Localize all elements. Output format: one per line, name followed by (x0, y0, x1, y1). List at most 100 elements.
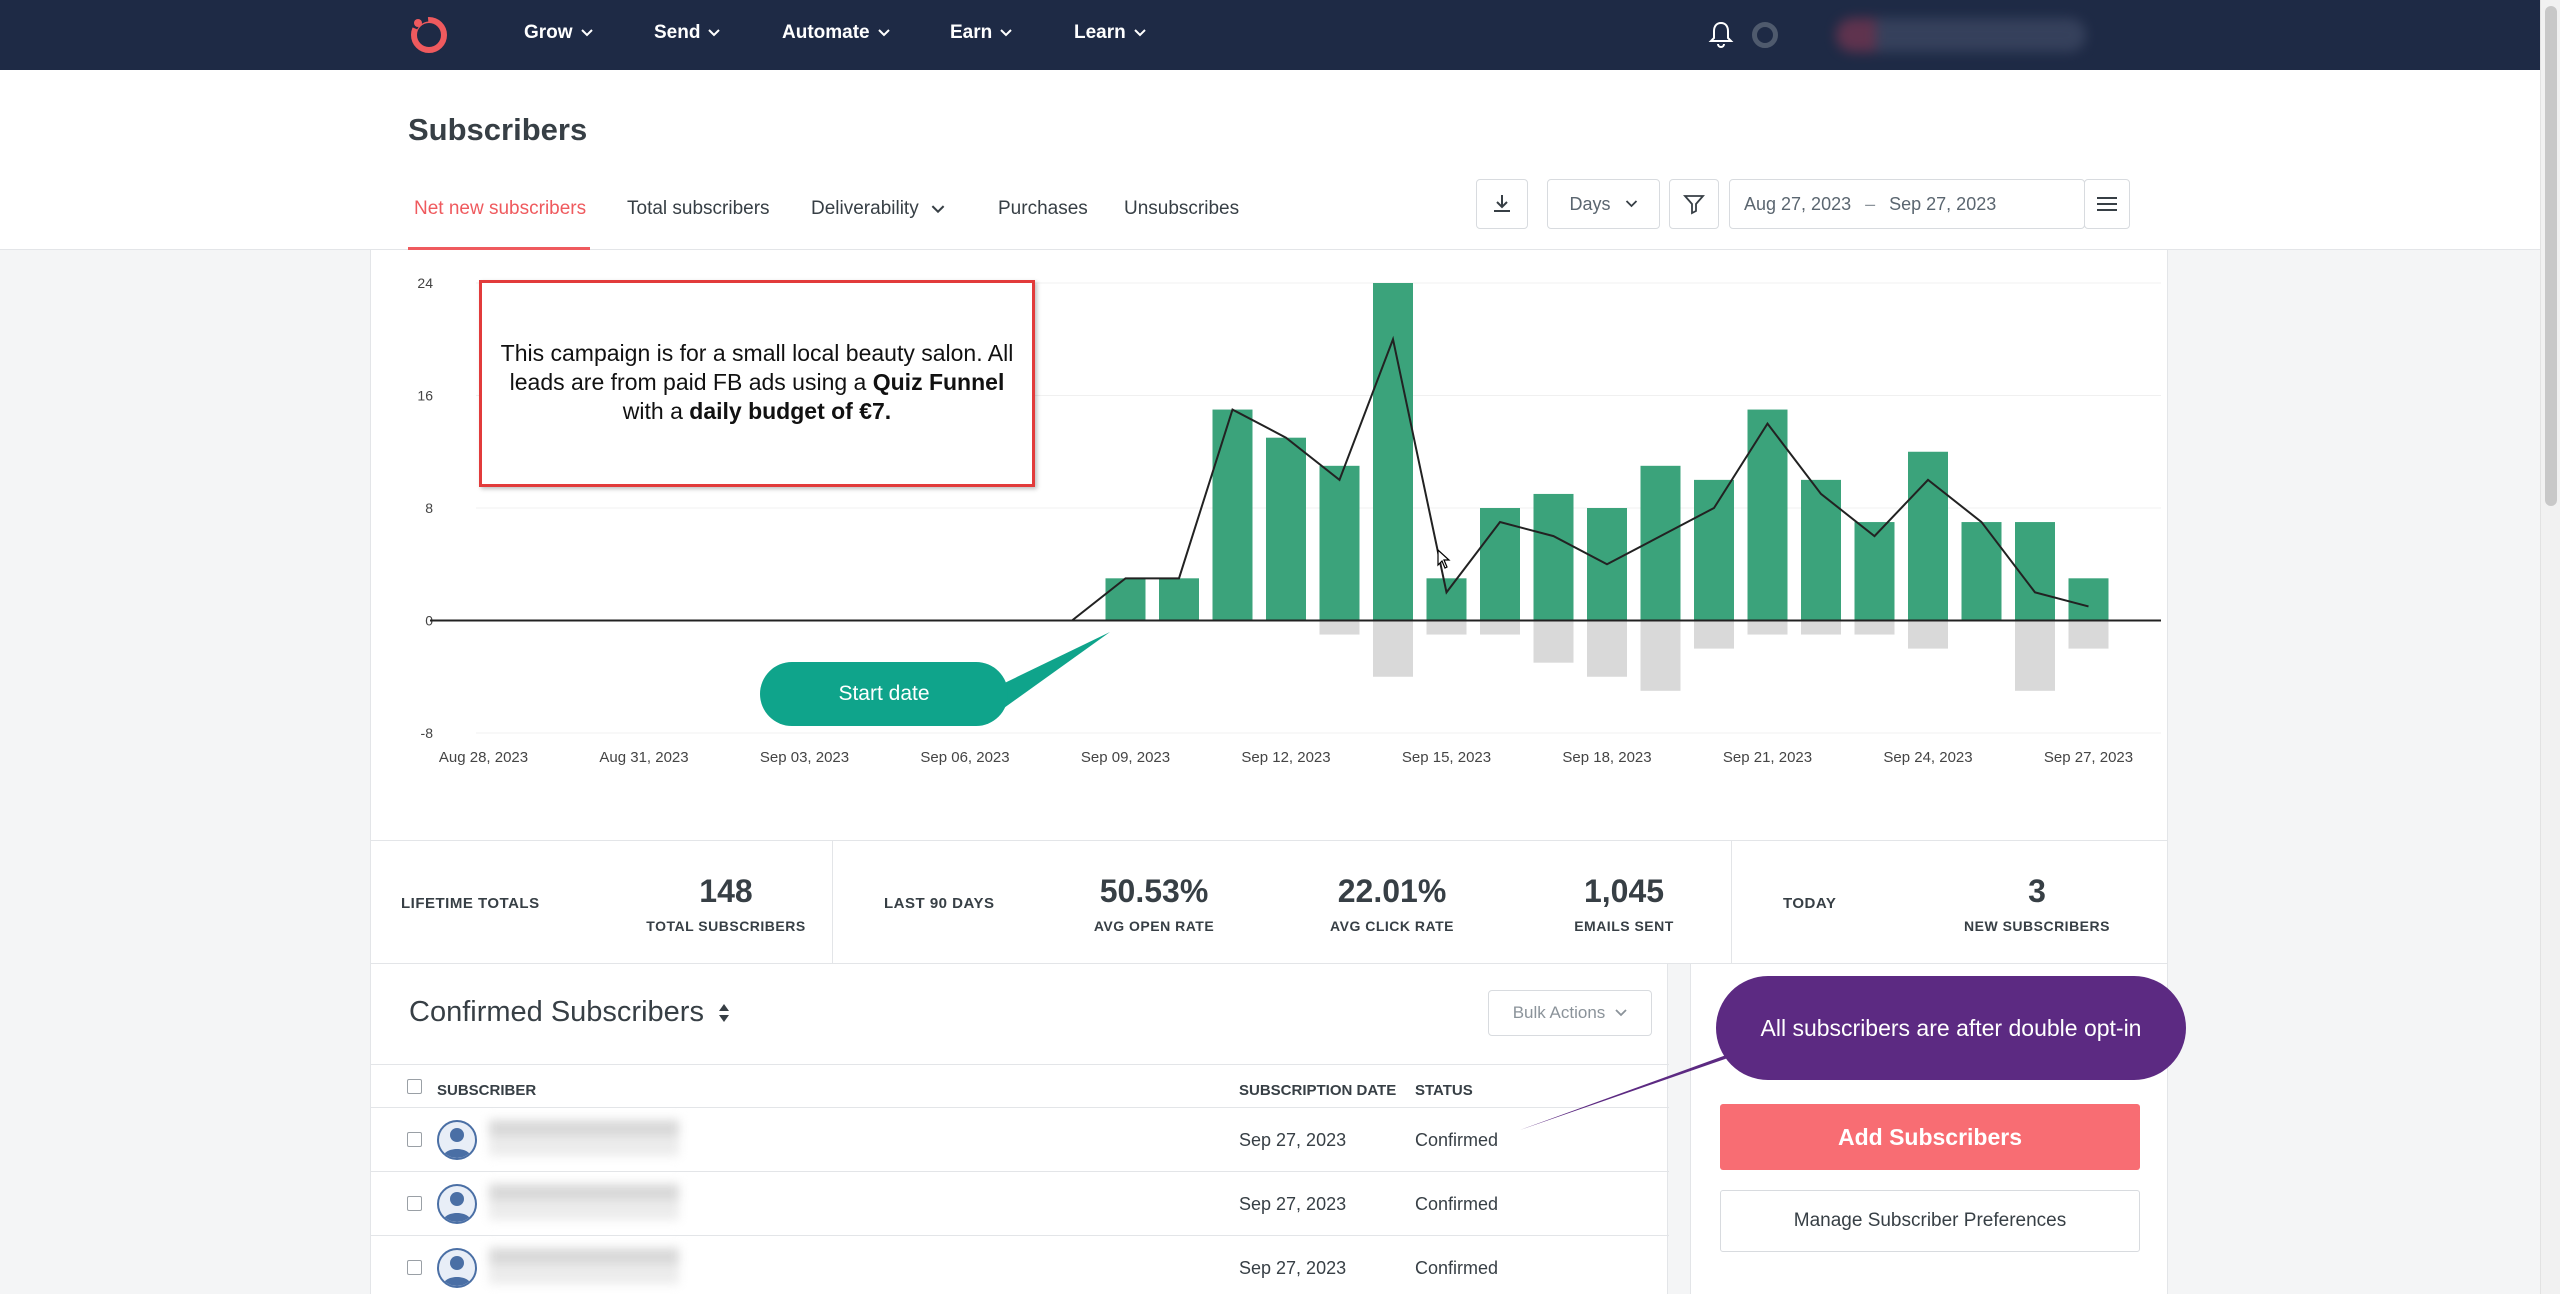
table-title-label: Confirmed Subscribers (409, 996, 704, 1028)
bulk-actions-button[interactable]: Bulk Actions (1488, 990, 1652, 1036)
stat-caption: AVG OPEN RATE (1093, 918, 1215, 934)
bar-new-subscribers (1159, 578, 1199, 621)
date-to: Sep 27, 2023 (1889, 193, 1997, 214)
bar-unsubscribes (1426, 620, 1467, 635)
date-separator: – (1865, 193, 1876, 214)
col-subscription-date[interactable]: SUBSCRIPTION DATE (1239, 1082, 1397, 1099)
date-range-picker[interactable]: Aug 27, 2023 – Sep 27, 2023 (1729, 179, 2085, 229)
chevron-down-icon (931, 204, 945, 213)
row-checkbox[interactable] (407, 1132, 422, 1147)
stat-value: 148 (699, 873, 753, 909)
nav-automate[interactable]: Automate (782, 22, 890, 44)
bulk-actions-label: Bulk Actions (1512, 1003, 1606, 1022)
today-label: TODAY (1783, 895, 1837, 912)
user-icon (443, 1128, 471, 1158)
subscription-date: Sep 27, 2023 (1239, 1194, 1347, 1214)
last-90-days-label: LAST 90 DAYS (884, 895, 995, 912)
account-menu[interactable] (1836, 18, 2086, 52)
bar-new-subscribers (1212, 409, 1253, 621)
stat-open-rate: 50.53% AVG OPEN RATE (1059, 873, 1249, 934)
tab-label: Purchases (998, 198, 1088, 219)
x-tick-label: Aug 31, 2023 (599, 749, 688, 766)
table-title[interactable]: Confirmed Subscribers (409, 996, 730, 1029)
filter-icon (1683, 195, 1705, 215)
x-tick-label: Sep 12, 2023 (1241, 749, 1330, 766)
select-all-checkbox[interactable] (407, 1079, 422, 1094)
tab-deliverability[interactable]: Deliverability (811, 198, 945, 220)
bar-new-subscribers (1480, 508, 1520, 621)
bar-unsubscribes (1747, 620, 1788, 635)
bar-new-subscribers (1854, 522, 1895, 621)
interval-select[interactable]: Days (1547, 179, 1660, 229)
add-subscribers-button[interactable]: Add Subscribers (1720, 1104, 2140, 1170)
bar-unsubscribes (1373, 620, 1413, 677)
tab-unsubscribes[interactable]: Unsubscribes (1124, 198, 1239, 220)
chevron-down-icon (877, 29, 890, 37)
page-scrollbar[interactable] (2540, 0, 2560, 1294)
x-tick-label: Aug 28, 2023 (439, 749, 528, 766)
stat-emails-sent: 1,045 EMAILS SENT (1539, 873, 1709, 934)
stat-caption: AVG CLICK RATE (1330, 918, 1454, 934)
x-tick-label: Sep 09, 2023 (1081, 749, 1170, 766)
bar-new-subscribers (1961, 522, 2002, 621)
status: Confirmed (1415, 1130, 1499, 1150)
bell-icon[interactable] (1708, 20, 1734, 48)
x-tick-label: Sep 06, 2023 (920, 749, 1009, 766)
bar-unsubscribes (1640, 620, 1681, 691)
date-menu-button[interactable] (2084, 179, 2130, 229)
convertkit-logo-icon[interactable] (408, 14, 450, 56)
col-subscriber[interactable]: SUBSCRIBER (437, 1082, 537, 1099)
user-icon (443, 1192, 471, 1222)
x-tick-label: Sep 24, 2023 (1883, 749, 1972, 766)
bar-new-subscribers (2068, 578, 2109, 621)
bar-new-subscribers (1266, 437, 1306, 621)
nav-send-label: Send (654, 22, 701, 43)
chevron-down-icon (708, 29, 721, 37)
sort-toggle-icon (718, 1003, 729, 1022)
campaign-note-annotation: This campaign is for a small local beaut… (479, 280, 1035, 487)
nav-automate-label: Automate (782, 22, 870, 43)
bar-unsubscribes (1694, 620, 1734, 649)
filter-button[interactable] (1669, 179, 1719, 229)
download-icon (1494, 195, 1510, 212)
nav-grow[interactable]: Grow (524, 22, 593, 44)
tab-net-new-subscribers[interactable]: Net new subscribers (414, 198, 586, 220)
interval-value: Days (1569, 193, 1611, 214)
col-status[interactable]: STATUS (1415, 1082, 1473, 1099)
tab-label: Unsubscribes (1124, 198, 1240, 219)
start-date-annotation: Start date (760, 662, 1008, 726)
bar-unsubscribes (1533, 620, 1574, 663)
nav-send[interactable]: Send (654, 22, 721, 44)
x-tick-label: Sep 15, 2023 (1402, 749, 1491, 766)
chevron-down-icon (580, 29, 593, 37)
x-tick-label: Sep 27, 2023 (2044, 749, 2133, 766)
nav-earn[interactable]: Earn (950, 22, 1012, 44)
bar-unsubscribes (1480, 620, 1520, 635)
table-row[interactable]: Sep 27, 2023 Confirmed (371, 1108, 1669, 1172)
download-button[interactable] (1476, 179, 1528, 229)
tab-purchases[interactable]: Purchases (998, 198, 1088, 220)
tab-total-subscribers[interactable]: Total subscribers (627, 198, 770, 220)
scrollbar-thumb[interactable] (2545, 6, 2557, 506)
table-row[interactable]: Sep 27, 2023 Confirmed (371, 1236, 1669, 1294)
subscription-date: Sep 27, 2023 (1239, 1258, 1347, 1278)
manage-subscriber-preferences-button[interactable]: Manage Subscriber Preferences (1720, 1190, 2140, 1252)
bar-new-subscribers (1533, 493, 1574, 621)
top-navigation-bar: Grow Send Automate Earn Learn (0, 0, 2540, 70)
status: Confirmed (1415, 1258, 1499, 1278)
subscriber-name-redacted (489, 1120, 679, 1156)
lifetime-totals-label: LIFETIME TOTALS (401, 895, 540, 912)
bar-new-subscribers (1426, 578, 1467, 621)
stat-value: 1,045 (1583, 873, 1665, 909)
nav-learn[interactable]: Learn (1074, 22, 1146, 44)
table-row[interactable]: Sep 27, 2023 Confirmed (371, 1172, 1669, 1236)
tab-label: Deliverability (811, 198, 919, 219)
note-text: with a (622, 398, 690, 424)
subscription-date: Sep 27, 2023 (1239, 1130, 1347, 1150)
row-checkbox[interactable] (407, 1196, 422, 1211)
avatar (437, 1248, 477, 1288)
note-bold-text: Quiz Funnel (872, 369, 1005, 395)
chevron-down-icon (1134, 29, 1146, 37)
bar-unsubscribes (1801, 620, 1841, 635)
row-checkbox[interactable] (407, 1260, 422, 1275)
